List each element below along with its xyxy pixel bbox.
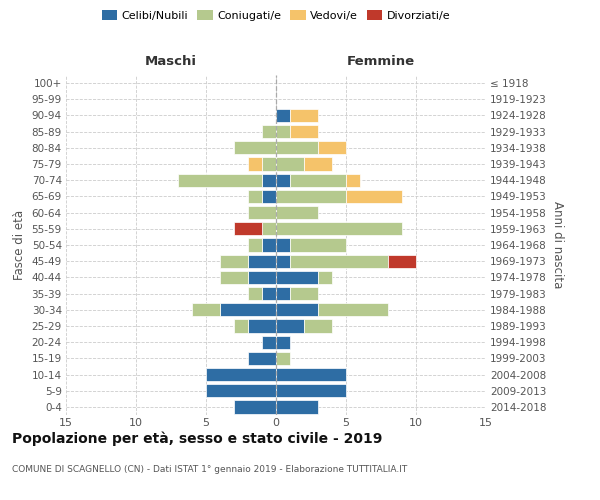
Bar <box>248 270 276 284</box>
Bar <box>318 141 346 154</box>
Bar <box>290 254 388 268</box>
Bar <box>276 125 290 138</box>
Bar <box>248 287 262 300</box>
Bar <box>220 303 276 316</box>
Bar <box>276 254 290 268</box>
Bar <box>220 270 248 284</box>
Bar <box>304 158 332 170</box>
Bar <box>276 352 290 365</box>
Text: Femmine: Femmine <box>347 54 415 68</box>
Bar <box>276 368 346 381</box>
Bar <box>276 238 290 252</box>
Bar <box>248 254 276 268</box>
Bar <box>276 141 318 154</box>
Bar <box>262 222 276 235</box>
Bar <box>388 254 416 268</box>
Bar <box>276 320 304 332</box>
Bar <box>290 238 346 252</box>
Bar <box>276 270 318 284</box>
Bar <box>262 238 276 252</box>
Bar <box>276 287 290 300</box>
Bar <box>276 222 402 235</box>
Bar <box>346 190 402 203</box>
Bar <box>248 206 276 220</box>
Bar <box>276 303 318 316</box>
Bar <box>276 206 318 220</box>
Bar <box>248 158 262 170</box>
Bar <box>262 174 276 187</box>
Bar <box>318 270 332 284</box>
Bar <box>276 190 346 203</box>
Bar <box>276 109 290 122</box>
Bar <box>234 222 262 235</box>
Bar <box>262 190 276 203</box>
Text: COMUNE DI SCAGNELLO (CN) - Dati ISTAT 1° gennaio 2019 - Elaborazione TUTTITALIA.: COMUNE DI SCAGNELLO (CN) - Dati ISTAT 1°… <box>12 466 407 474</box>
Bar <box>248 190 262 203</box>
Bar <box>248 238 262 252</box>
Bar <box>248 320 276 332</box>
Bar <box>276 336 290 349</box>
Bar <box>346 174 360 187</box>
Text: Popolazione per età, sesso e stato civile - 2019: Popolazione per età, sesso e stato civil… <box>12 431 382 446</box>
Bar <box>290 287 318 300</box>
Y-axis label: Fasce di età: Fasce di età <box>13 210 26 280</box>
Bar <box>206 368 276 381</box>
Bar <box>276 158 304 170</box>
Bar <box>276 384 346 398</box>
Bar <box>276 400 318 413</box>
Bar <box>192 303 220 316</box>
Bar <box>262 125 276 138</box>
Bar <box>178 174 262 187</box>
Bar <box>262 336 276 349</box>
Bar <box>290 109 318 122</box>
Bar <box>262 287 276 300</box>
Bar <box>206 384 276 398</box>
Legend: Celibi/Nubili, Coniugati/e, Vedovi/e, Divorziati/e: Celibi/Nubili, Coniugati/e, Vedovi/e, Di… <box>97 6 455 25</box>
Text: Maschi: Maschi <box>145 54 197 68</box>
Bar <box>276 174 290 187</box>
Bar <box>262 158 276 170</box>
Bar <box>234 400 276 413</box>
Bar <box>304 320 332 332</box>
Bar <box>220 254 248 268</box>
Bar <box>248 352 276 365</box>
Bar <box>290 174 346 187</box>
Bar <box>318 303 388 316</box>
Bar <box>234 320 248 332</box>
Y-axis label: Anni di nascita: Anni di nascita <box>551 202 563 288</box>
Bar <box>234 141 276 154</box>
Bar <box>290 125 318 138</box>
